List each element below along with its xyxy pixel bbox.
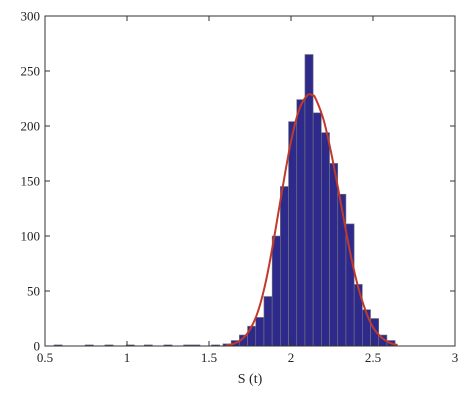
histogram-bar bbox=[337, 193, 347, 347]
y-tick-label: 100 bbox=[21, 229, 41, 244]
histogram-bar bbox=[321, 132, 330, 347]
x-tick-label: 0.5 bbox=[37, 350, 53, 365]
histogram-bar bbox=[312, 112, 322, 347]
x-tick-label: 2 bbox=[288, 350, 295, 365]
normal-fit-curve bbox=[225, 93, 398, 347]
histogram-bar bbox=[255, 317, 265, 347]
histogram-bars bbox=[53, 54, 396, 347]
histogram-bar bbox=[271, 235, 281, 347]
y-tick-label: 300 bbox=[21, 9, 41, 24]
y-tick-label: 200 bbox=[21, 119, 41, 134]
x-axis-ticks: 0.5 1 1.5 2 2.5 3 bbox=[37, 16, 458, 365]
y-tick-label: 250 bbox=[21, 64, 41, 79]
y-axis-ticks: 0 50 100 150 200 250 300 bbox=[21, 9, 455, 354]
x-tick-label: 1.5 bbox=[201, 350, 217, 365]
y-tick-label: 50 bbox=[27, 284, 40, 299]
histogram-bar bbox=[296, 99, 306, 347]
histogram-bar bbox=[263, 296, 273, 347]
histogram-bar bbox=[247, 325, 257, 347]
x-axis-label: S (t) bbox=[238, 372, 263, 387]
histogram-bar bbox=[353, 284, 363, 347]
histogram-bar bbox=[288, 121, 298, 347]
plot-area-frame bbox=[44, 15, 456, 347]
x-tick-label: 1 bbox=[124, 350, 131, 365]
y-tick-label: 150 bbox=[21, 174, 41, 189]
x-tick-label: 3 bbox=[452, 350, 459, 365]
histogram-bar bbox=[329, 163, 339, 347]
y-tick-label: 0 bbox=[34, 339, 41, 354]
histogram-bar bbox=[280, 186, 289, 347]
x-tick-label: 2.5 bbox=[365, 350, 381, 365]
